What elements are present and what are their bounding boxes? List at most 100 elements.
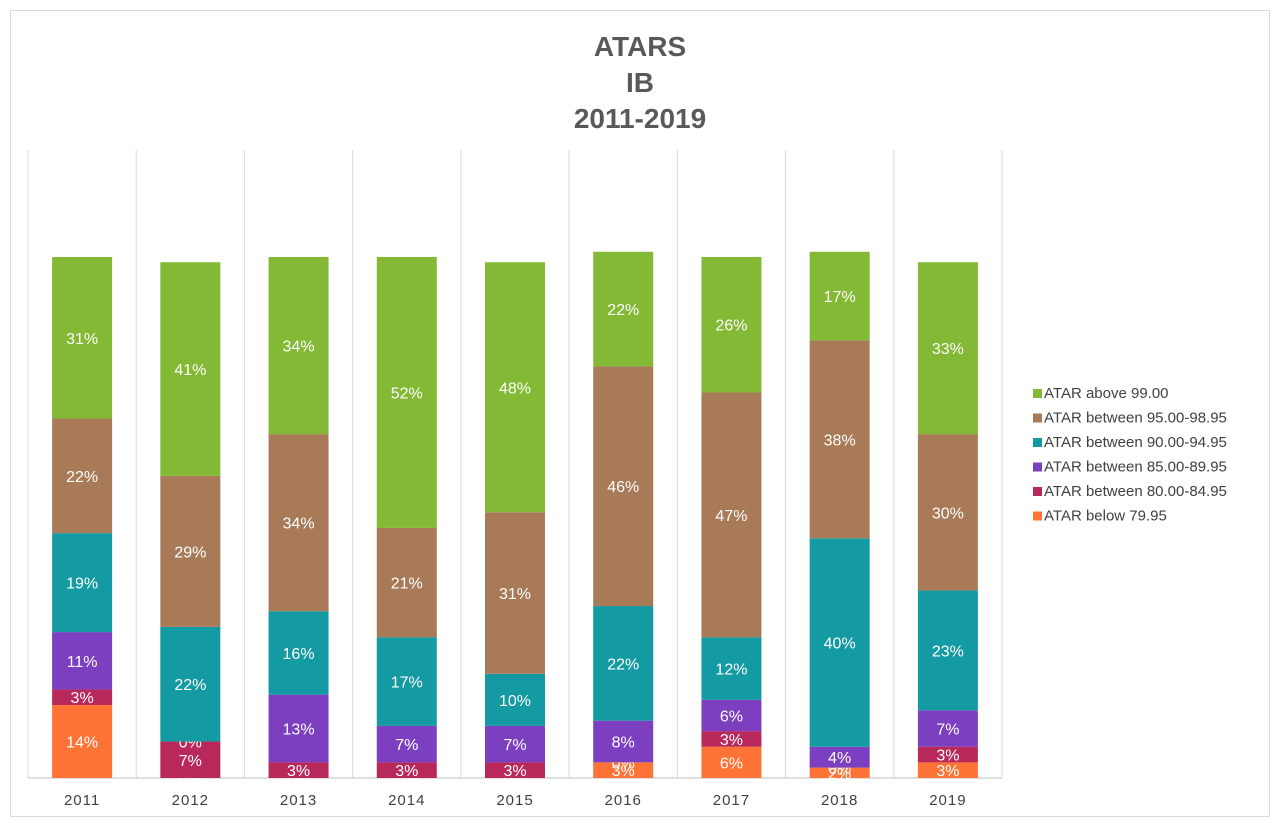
chart-title-line-1: ATARS	[594, 31, 686, 62]
data-label: 3%	[612, 763, 635, 780]
bar-segment	[701, 746, 762, 778]
bar-stack-2017: 6% 3% 6% 12% 47% 26%	[701, 257, 762, 778]
legend-label: ATAR between 80.00-84.95	[1044, 483, 1227, 500]
data-label: 47%	[715, 508, 747, 525]
bar-segment	[809, 251, 870, 341]
bar-segment	[52, 257, 113, 419]
data-label: 8%	[612, 735, 635, 752]
data-label: 10%	[499, 693, 531, 710]
bar-stack-2013: 0%3%13%16%34%34%	[268, 257, 329, 788]
data-label: 30%	[932, 505, 964, 522]
data-label: 6%	[720, 755, 743, 772]
bar-segment	[593, 606, 654, 721]
legend-item: ATAR between 85.00-89.95	[1033, 459, 1227, 476]
bar-segment	[809, 767, 870, 778]
bar-segment	[485, 262, 545, 513]
data-label: 14%	[66, 735, 98, 752]
bar-segment	[701, 392, 762, 638]
x-tick-label: 2013	[280, 792, 317, 809]
bar-segment	[376, 637, 437, 726]
bar-segment	[160, 475, 221, 627]
x-tick-label: 2018	[821, 792, 858, 809]
legend-swatch	[1033, 511, 1042, 521]
legend-label: ATAR between 90.00-94.95	[1044, 434, 1227, 451]
data-label: 3%	[936, 748, 959, 765]
data-label: 40%	[824, 636, 856, 653]
bar-stack-2019: 3%3% 7% 23% 30% 33%	[917, 262, 978, 780]
legend-item: ATAR between 80.00-84.95	[1033, 483, 1227, 500]
bar-segment	[701, 731, 762, 747]
bar-segment	[485, 725, 545, 763]
bar-segment	[376, 527, 437, 638]
bar-segment	[376, 762, 437, 778]
chart-title-line-2: IB	[626, 67, 654, 98]
bar-segment	[593, 720, 654, 763]
bar-segment	[52, 418, 113, 534]
data-label: 52%	[391, 385, 423, 402]
data-label: 3%	[395, 763, 418, 780]
data-label: 22%	[66, 469, 98, 486]
data-label: 31%	[499, 586, 531, 603]
legend-swatch	[1033, 413, 1042, 423]
bar-segment	[268, 257, 329, 435]
bar-segment	[593, 762, 654, 778]
data-label: 22%	[174, 677, 206, 694]
legend: ATAR above 99.00 ATAR between 95.00-98.95…	[1033, 385, 1227, 525]
data-label: 3%	[287, 763, 310, 780]
bar-segment	[917, 710, 978, 747]
data-label: 7%	[503, 737, 526, 754]
bar-segment	[268, 762, 329, 778]
bar-stack-2015: 0%3%7%10%31%48%	[485, 262, 545, 788]
x-tick-label: 2017	[713, 792, 750, 809]
data-label: 11%	[67, 654, 98, 671]
data-label: 7%	[936, 722, 959, 739]
bar-segment	[268, 434, 329, 612]
data-label: 3%	[71, 690, 94, 707]
bar-segment	[52, 533, 113, 633]
legend-swatch	[1033, 438, 1042, 447]
bar-segment	[701, 637, 762, 700]
legend-item: ATAR above 99.00	[1033, 385, 1169, 402]
x-tick-label: 2015	[496, 792, 533, 809]
bar-segment	[917, 434, 978, 591]
legend-item: ATAR between 90.00-94.95	[1033, 434, 1227, 451]
legend-label: ATAR between 95.00-98.95	[1044, 410, 1227, 427]
x-tick-label: 2014	[388, 792, 425, 809]
data-label: 3%	[720, 732, 743, 749]
data-label: 46%	[607, 479, 639, 496]
data-label: 22%	[607, 302, 639, 319]
x-tick-label: 2011	[64, 792, 100, 809]
data-label: 22%	[607, 656, 639, 673]
bar-segment	[160, 626, 221, 742]
bar-segment	[701, 257, 762, 393]
bar-segment	[376, 725, 437, 763]
data-label: 6%	[720, 708, 743, 725]
bar-segment	[376, 257, 437, 528]
x-tick-label: 2016	[605, 792, 642, 809]
data-label: 41%	[174, 362, 206, 379]
data-label: 12%	[715, 662, 747, 679]
bar-segment	[485, 762, 545, 778]
bar-stack-2014: 0%3%7%17%21%52%	[376, 257, 437, 788]
bar-segment	[52, 632, 113, 690]
data-label: 2%	[828, 766, 851, 783]
bar-segment	[701, 699, 762, 732]
legend-item: ATAR between 95.00-98.95	[1033, 410, 1227, 427]
data-label: 23%	[932, 643, 964, 660]
bar-segment	[52, 705, 113, 778]
legend-item: ATAR below 79.95	[1033, 508, 1167, 525]
data-label: 7%	[395, 737, 418, 754]
bar-segment	[593, 251, 654, 367]
bar-segment	[268, 694, 329, 763]
data-label: 21%	[391, 576, 423, 593]
legend-swatch	[1033, 487, 1042, 496]
bar-segment	[593, 366, 654, 607]
legend-label: ATAR between 85.00-89.95	[1044, 459, 1227, 476]
data-label: 19%	[66, 576, 98, 593]
bar-segment	[160, 741, 221, 778]
data-label: 3%	[936, 763, 959, 780]
x-axis-ticks: 2011 2012 2013 2014 2015 2016 2017 2018 2019	[64, 792, 966, 809]
data-label: 7%	[179, 753, 202, 770]
legend-swatch	[1033, 389, 1042, 398]
